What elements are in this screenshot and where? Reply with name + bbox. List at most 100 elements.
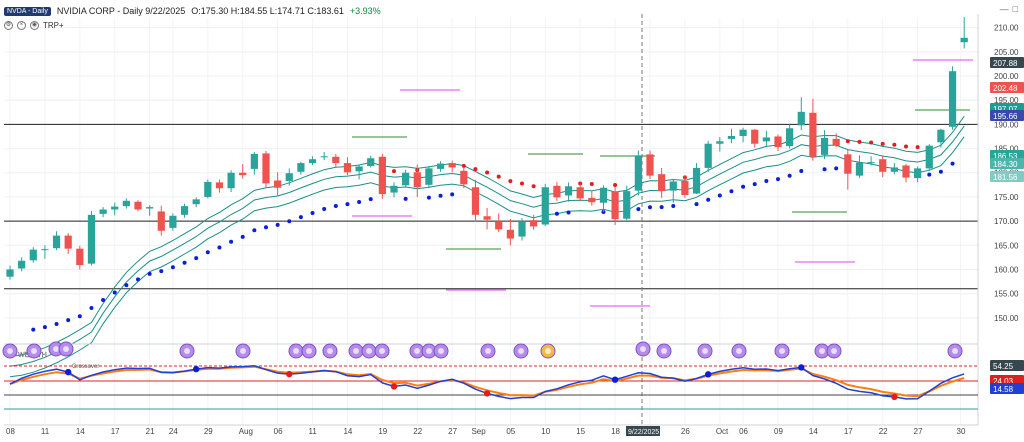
event-icon-glyph	[545, 348, 551, 354]
blue-signal-dot	[264, 225, 268, 230]
blue-signal-dot	[694, 202, 699, 207]
time-tick-label: 14	[809, 427, 818, 436]
time-axis[interactable]: 08 11 14 17 21 24 29 Aug 06 11 14 19 22 27 Sep 05 10 15 18…	[4, 424, 978, 436]
indicator-label: TRP+	[43, 21, 64, 30]
candle-up	[937, 129, 945, 143]
candle-up	[948, 71, 957, 127]
candle-up	[786, 128, 794, 147]
red-signal-dot	[613, 182, 618, 187]
osc-blue-dot	[611, 376, 619, 383]
price-tick-label: 195.00	[994, 96, 1019, 105]
candle-up	[599, 187, 608, 203]
price-tick-label: 155.00	[994, 290, 1019, 299]
candle-down	[448, 163, 456, 168]
blue-signal-dot	[671, 204, 676, 209]
blue-signal-dot	[741, 184, 746, 189]
candle-up	[122, 200, 130, 207]
maximize-icon[interactable]: □	[1012, 4, 1018, 14]
crossover-label: Crossover	[72, 364, 99, 370]
price-label: 184.30	[993, 160, 1018, 169]
blue-signal-dot	[136, 277, 140, 282]
eye-icon[interactable]: ◉	[30, 21, 39, 30]
time-tick-label: 15	[576, 427, 585, 436]
price-label: 207.88	[993, 59, 1018, 68]
price-tick-label: 160.00	[994, 265, 1019, 274]
candle-up	[623, 191, 631, 219]
time-tick-label: 17	[844, 427, 853, 436]
red-signal-dot	[915, 145, 920, 150]
ohlc-readout: O:175.30 H:184.55 L:174.71 C:183.61	[191, 6, 344, 16]
blue-signal-dot	[764, 179, 769, 184]
candle-down	[832, 138, 840, 146]
window-controls: — □	[1000, 4, 1018, 14]
candle-down	[902, 165, 910, 178]
candle-down	[553, 185, 561, 198]
blue-signal-dot	[426, 195, 431, 200]
symbol-chip[interactable]: NVDA - Daily	[4, 6, 51, 16]
candle-up	[29, 249, 37, 261]
candle-up	[402, 172, 410, 186]
price-tick-label: 165.00	[994, 241, 1019, 250]
time-tick-label: Sep	[471, 427, 486, 436]
event-icon-glyph	[831, 348, 837, 354]
osc-label: 14.58	[993, 385, 1014, 394]
candle-up	[541, 187, 549, 225]
blue-signal-dot	[77, 314, 82, 319]
candle-down	[413, 172, 421, 188]
blue-signal-dot	[42, 325, 47, 330]
time-tick-label: 17	[111, 427, 120, 436]
event-icon-glyph	[518, 348, 524, 354]
candle-down	[471, 187, 480, 215]
blue-signal-dot	[368, 197, 373, 202]
event-icon-glyph	[306, 348, 312, 354]
osc-label-box	[990, 383, 1024, 394]
osc-label: 54.25	[993, 362, 1014, 371]
candle-up	[320, 156, 328, 158]
candle-up	[285, 173, 293, 181]
event-icon-glyph	[31, 348, 37, 354]
candle-up	[390, 185, 398, 193]
price-label: 186.53	[993, 152, 1018, 161]
candle-down	[239, 172, 247, 176]
blue-signal-dot	[717, 193, 722, 198]
event-icon-glyph	[952, 348, 958, 354]
candle-down	[76, 248, 84, 266]
blue-signal-dot	[799, 168, 804, 173]
candle-up	[727, 135, 736, 139]
blue-signal-dot	[89, 306, 94, 311]
osc-blue-dot	[64, 368, 72, 376]
time-tick-label: 09	[774, 427, 783, 436]
band-upper	[9, 116, 965, 357]
candle-up	[564, 186, 573, 196]
red-signal-dot	[880, 141, 885, 146]
candle-up	[739, 129, 747, 136]
blue-signal-dot	[822, 167, 827, 172]
blue-signal-dot	[31, 327, 36, 332]
settings-icon[interactable]: ⚙	[4, 21, 13, 30]
blue-signal-dot	[938, 169, 943, 174]
red-signal-dot	[485, 170, 490, 175]
candle-up	[716, 141, 724, 144]
close-icon[interactable]: ×	[17, 21, 26, 30]
candle-up	[367, 158, 375, 166]
blue-signal-dot	[752, 182, 757, 187]
red-signal-dot	[845, 139, 850, 144]
candle-up	[111, 206, 119, 210]
minimize-icon[interactable]: —	[999, 4, 1009, 14]
event-icon-glyph	[414, 348, 420, 354]
osc-red-dot	[483, 390, 491, 397]
candle-up	[180, 206, 189, 215]
blue-signal-dot	[333, 203, 338, 208]
price-tick-label: 175.00	[994, 193, 1019, 202]
candle-up	[308, 159, 317, 164]
candle-down	[506, 229, 514, 239]
indicator-row: ⚙ × ◉ TRP+	[4, 21, 64, 30]
candle-up	[41, 249, 49, 251]
event-icon-glyph	[485, 348, 491, 354]
osc-blue-dot	[798, 364, 805, 371]
price-label-box	[990, 158, 1024, 169]
blue-signal-dot	[310, 211, 315, 216]
candle-down	[658, 174, 666, 192]
